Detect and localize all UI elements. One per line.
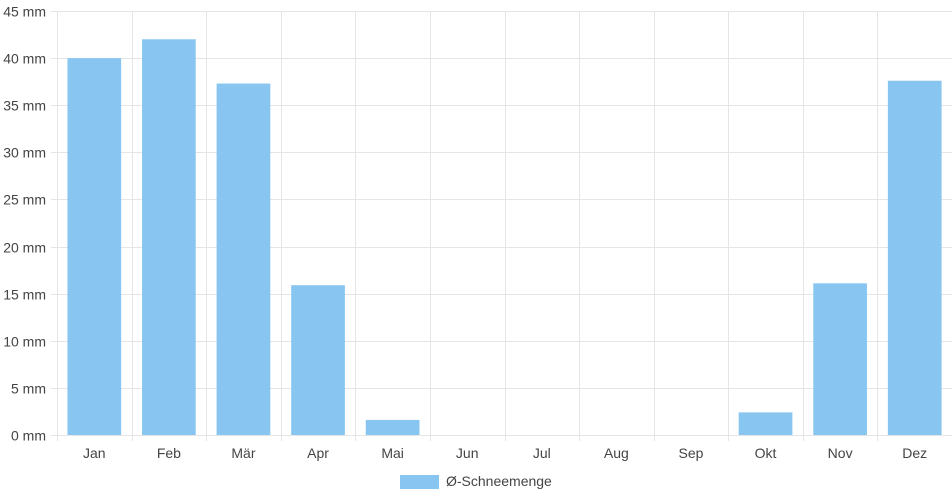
x-tick-label: Dez [902, 445, 927, 461]
x-axis-ticks: Jan Feb Mär Apr Mai Jun Jul Aug Sep Okt Nov Dez [83, 445, 927, 461]
x-tick-label: Okt [755, 445, 777, 461]
legend[interactable]: Ø-Schneemenge [400, 473, 552, 489]
y-tick-label: 40 mm [3, 51, 46, 67]
bar-okt[interactable] [738, 412, 793, 435]
x-tick-label: Mär [231, 445, 255, 461]
x-tick-label: Jun [456, 445, 479, 461]
x-tick-label: Sep [678, 445, 703, 461]
y-tick-label: 0 mm [11, 428, 46, 444]
x-tick-label: Mai [381, 445, 404, 461]
bar-feb[interactable] [142, 39, 196, 436]
y-tick-label: 30 mm [3, 145, 46, 161]
x-tick-label: Nov [828, 445, 853, 461]
legend-swatch [400, 475, 439, 489]
x-tick-label: Aug [604, 445, 629, 461]
bar-nov[interactable] [813, 283, 867, 435]
y-tick-label: 15 mm [3, 287, 46, 303]
y-tick-label: 10 mm [3, 334, 46, 350]
bars [67, 39, 942, 436]
bar-dez[interactable] [887, 80, 942, 436]
bar-mär[interactable] [216, 83, 271, 435]
x-tick-label: Jan [83, 445, 106, 461]
y-tick-label: 20 mm [3, 240, 46, 256]
y-tick-label: 35 mm [3, 98, 46, 114]
y-axis-ticks: 0 mm 5 mm 10 mm 15 mm 20 mm 25 mm 30 mm 35 mm 40… [3, 4, 46, 444]
bar-jan[interactable] [67, 58, 122, 435]
x-tick-label: Feb [157, 445, 181, 461]
x-tick-label: Apr [307, 445, 329, 461]
y-tick-label: 25 mm [3, 192, 46, 208]
bar-mai[interactable] [365, 419, 420, 435]
y-tick-label: 5 mm [11, 381, 46, 397]
x-tick-label: Jul [533, 445, 551, 461]
grid [51, 11, 952, 441]
legend-label: Ø-Schneemenge [446, 473, 552, 489]
bar-apr[interactable] [291, 285, 345, 435]
y-tick-label: 45 mm [3, 4, 46, 20]
